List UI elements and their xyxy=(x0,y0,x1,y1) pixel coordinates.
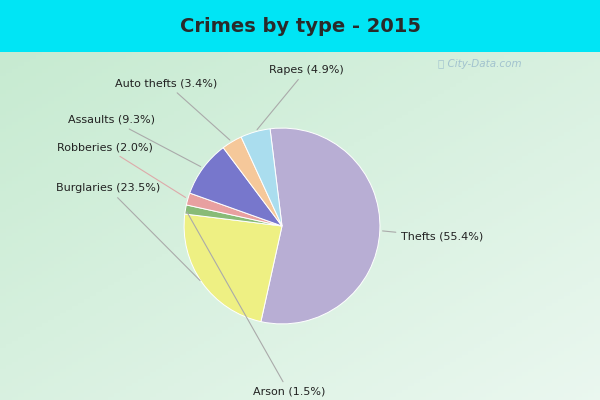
Wedge shape xyxy=(185,205,282,226)
Text: Crimes by type - 2015: Crimes by type - 2015 xyxy=(179,16,421,36)
Text: Thefts (55.4%): Thefts (55.4%) xyxy=(383,231,484,242)
Wedge shape xyxy=(187,193,282,226)
Text: Arson (1.5%): Arson (1.5%) xyxy=(187,212,325,397)
Text: Burglaries (23.5%): Burglaries (23.5%) xyxy=(56,183,200,280)
Text: ⓘ City-Data.com: ⓘ City-Data.com xyxy=(438,59,522,69)
Wedge shape xyxy=(190,148,282,226)
Text: Auto thefts (3.4%): Auto thefts (3.4%) xyxy=(115,78,230,140)
Text: Assaults (9.3%): Assaults (9.3%) xyxy=(68,115,201,167)
Wedge shape xyxy=(261,128,380,324)
Text: Robberies (2.0%): Robberies (2.0%) xyxy=(57,142,185,198)
Text: Rapes (4.9%): Rapes (4.9%) xyxy=(257,65,344,130)
Wedge shape xyxy=(241,129,282,226)
Wedge shape xyxy=(223,137,282,226)
Wedge shape xyxy=(184,214,282,322)
